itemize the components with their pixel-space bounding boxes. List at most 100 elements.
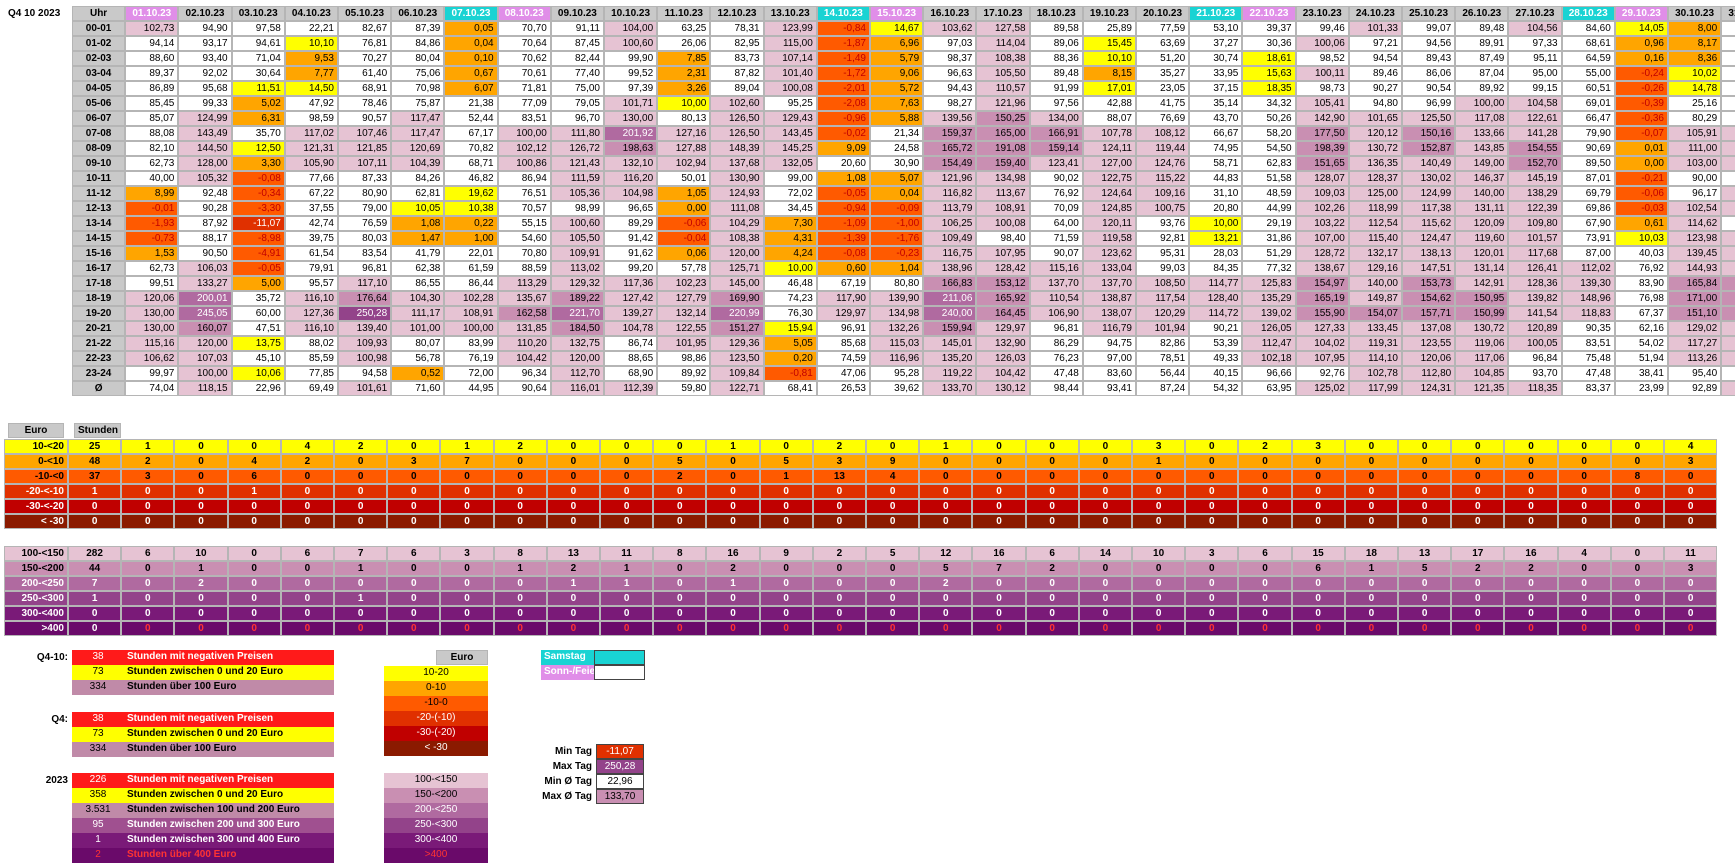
price-cell[interactable]: 101,00 (391, 321, 445, 336)
price-cell[interactable]: 111,17 (391, 306, 445, 321)
price-cell[interactable]: 80,03 (338, 231, 392, 246)
price-cell[interactable]: 122,55 (657, 321, 711, 336)
price-cell[interactable]: 116,10 (284, 291, 338, 306)
price-cell[interactable]: -2,01 (816, 81, 870, 96)
price-cell[interactable]: 108,50 (1136, 276, 1190, 291)
price-cell[interactable]: 108,12 (1136, 126, 1190, 141)
price-cell[interactable]: 138,29 (1508, 186, 1562, 201)
price-cell[interactable]: 75,48 (1561, 351, 1615, 366)
price-cell[interactable]: 47,06 (816, 366, 870, 381)
price-cell[interactable]: 107,11 (338, 156, 392, 171)
price-cell[interactable]: 110,54 (1029, 291, 1083, 306)
price-cell[interactable]: 91,99 (1029, 81, 1083, 96)
price-cell[interactable]: 114,77 (1189, 276, 1243, 291)
price-cell[interactable]: 121,85 (338, 141, 392, 156)
price-cell[interactable]: 51,94 (1614, 351, 1668, 366)
price-cell[interactable]: 98,73 (1295, 81, 1349, 96)
price-cell[interactable]: -4,91 (231, 246, 285, 261)
price-cell[interactable]: 85,59 (284, 351, 338, 366)
price-cell[interactable]: 121,43 (550, 156, 604, 171)
price-cell[interactable]: 70,64 (497, 36, 551, 51)
price-cell[interactable]: 21,38 (444, 96, 498, 111)
price-cell[interactable]: 86,44 (444, 276, 498, 291)
price-cell[interactable]: 102,73 (125, 21, 179, 36)
price-cell[interactable]: 130,90 (710, 171, 764, 186)
price-cell[interactable]: 44,95 (444, 381, 498, 396)
price-cell[interactable]: 142,91 (1455, 276, 1509, 291)
price-cell[interactable]: 99,97 (125, 366, 179, 381)
price-cell[interactable]: -0,39 (1614, 96, 1668, 111)
price-cell[interactable]: 24,58 (870, 141, 924, 156)
price-cell[interactable]: 165,72 (923, 141, 977, 156)
price-cell[interactable]: 105,90 (284, 156, 338, 171)
price-cell[interactable]: 132,26 (870, 321, 924, 336)
price-cell[interactable]: 139,82 (1508, 291, 1562, 306)
price-cell[interactable]: 0,10 (444, 51, 498, 66)
price-cell[interactable]: 117,06 (1455, 351, 1509, 366)
price-cell[interactable]: 122,39 (1508, 201, 1562, 216)
price-cell[interactable]: 114,04 (976, 36, 1030, 51)
price-cell[interactable]: 44,83 (1189, 171, 1243, 186)
price-cell[interactable]: 57,78 (657, 261, 711, 276)
price-cell[interactable]: 35,70 (231, 126, 285, 141)
price-cell[interactable]: 10,06 (231, 366, 285, 381)
price-cell[interactable]: 99,90 (604, 51, 658, 66)
price-cell[interactable]: 103,62 (923, 21, 977, 36)
price-cell[interactable]: 94,14 (125, 36, 179, 51)
price-cell[interactable]: 9,06 (870, 66, 924, 81)
price-cell[interactable]: 77,59 (1136, 21, 1190, 36)
price-cell[interactable]: 72,02 (763, 186, 817, 201)
price-cell[interactable]: 104,58 (1508, 96, 1562, 111)
price-cell[interactable]: -1,87 (816, 36, 870, 51)
price-cell[interactable]: 101,71 (604, 96, 658, 111)
price-cell[interactable]: 128,72 (1295, 246, 1349, 261)
price-cell[interactable]: 90,07 (1029, 246, 1083, 261)
price-cell[interactable]: 120,00 (178, 336, 232, 351)
price-cell[interactable]: 119,06 (1455, 336, 1509, 351)
price-cell[interactable]: -0,06 (1614, 186, 1668, 201)
price-cell[interactable]: 117,47 (391, 126, 445, 141)
price-cell[interactable]: 101,33 (1348, 21, 1402, 36)
price-cell[interactable]: 74,95 (1189, 141, 1243, 156)
price-cell[interactable]: -1,93 (125, 216, 179, 231)
price-cell[interactable]: 141,54 (1508, 306, 1562, 321)
price-cell[interactable]: 124,93 (710, 186, 764, 201)
price-cell[interactable]: 79,91 (284, 261, 338, 276)
price-cell[interactable]: 118,35 (1508, 381, 1562, 396)
price-cell[interactable]: 10,00 (1189, 216, 1243, 231)
price-cell[interactable]: 80,80 (870, 276, 924, 291)
price-cell[interactable]: 63,69 (1136, 36, 1190, 51)
price-cell[interactable]: 103,22 (1295, 216, 1349, 231)
price-cell[interactable]: 62,73 (125, 261, 179, 276)
price-cell[interactable]: 100,06 (1295, 36, 1349, 51)
price-cell[interactable]: 130,02 (1402, 171, 1456, 186)
price-cell[interactable]: 86,74 (604, 336, 658, 351)
price-cell[interactable]: 40,03 (1614, 246, 1668, 261)
price-cell[interactable]: 130,00 (125, 306, 179, 321)
price-cell[interactable]: 54,02 (1614, 336, 1668, 351)
price-cell[interactable]: 159,94 (923, 321, 977, 336)
price-cell[interactable]: 98,37 (923, 51, 977, 66)
price-cell[interactable]: 91,11 (550, 21, 604, 36)
price-cell[interactable]: 5,05 (763, 336, 817, 351)
price-cell[interactable]: 30,64 (231, 66, 285, 81)
price-cell[interactable]: 96,66 (1242, 366, 1296, 381)
price-cell[interactable]: 121,96 (976, 96, 1030, 111)
price-cell[interactable]: 73,91 (1561, 231, 1615, 246)
price-cell[interactable]: 115,16 (1029, 261, 1083, 276)
price-cell[interactable]: 127,88 (657, 141, 711, 156)
price-cell[interactable]: 172,04 (1721, 291, 1735, 306)
price-cell[interactable]: 112,02 (1561, 261, 1615, 276)
price-cell[interactable]: 92,81 (1136, 231, 1190, 246)
price-cell[interactable]: 119,60 (1455, 231, 1509, 246)
price-cell[interactable]: 165,84 (1668, 276, 1722, 291)
price-cell[interactable]: 120,06 (1402, 351, 1456, 366)
price-cell[interactable]: 125,50 (1402, 111, 1456, 126)
price-cell[interactable]: 101,95 (1721, 186, 1735, 201)
price-cell[interactable]: 89,92 (657, 366, 711, 381)
price-cell[interactable]: 75,87 (391, 96, 445, 111)
price-cell[interactable]: 86,29 (1029, 336, 1083, 351)
price-cell[interactable]: 90,28 (178, 201, 232, 216)
price-cell[interactable]: 120,09 (1455, 216, 1509, 231)
price-cell[interactable]: 139,56 (923, 111, 977, 126)
